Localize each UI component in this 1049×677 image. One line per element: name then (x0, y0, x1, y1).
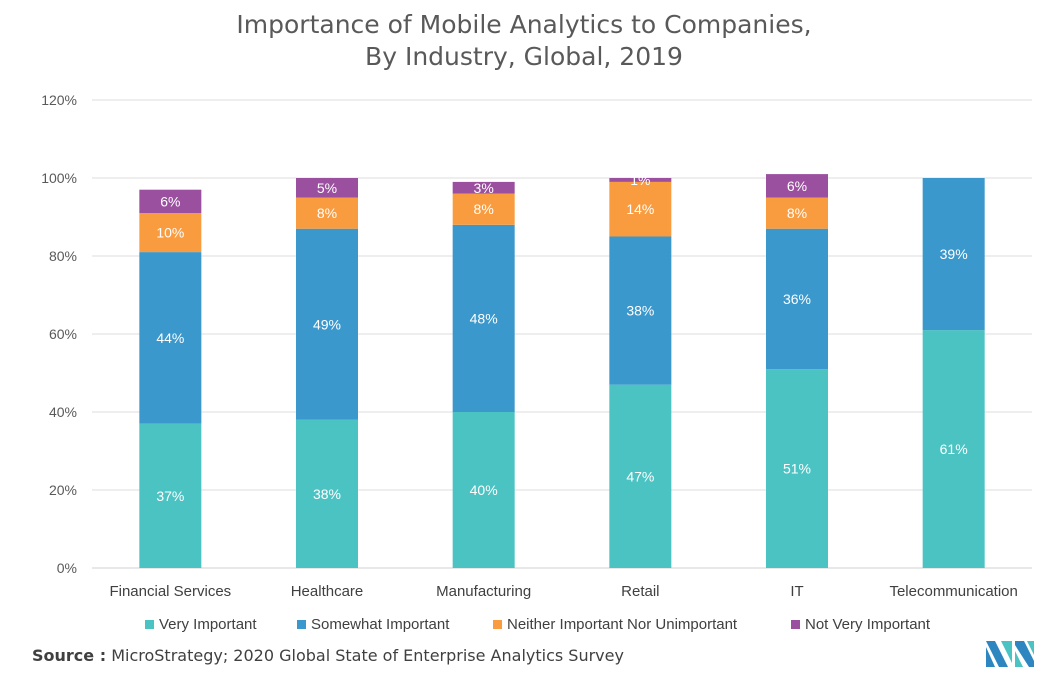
legend-label: Very Important (159, 616, 257, 633)
x-tick-label: Healthcare (291, 583, 364, 600)
bar-segment (766, 228, 828, 370)
data-label: 10% (156, 225, 184, 241)
data-label: 38% (626, 303, 654, 319)
chart-title-line-1: Importance of Mobile Analytics to Compan… (236, 10, 811, 39)
data-label: 14% (626, 201, 654, 217)
data-label: 8% (474, 201, 494, 217)
y-tick-label: 0% (57, 560, 77, 576)
data-label: 47% (626, 468, 654, 484)
bar-segment (296, 197, 358, 229)
source-label: Source : (32, 646, 106, 665)
bar-segment (139, 213, 202, 253)
y-tick-label: 40% (49, 404, 77, 420)
data-label: 6% (787, 178, 807, 194)
bar-segment (452, 224, 515, 412)
source-note: Source : MicroStrategy; 2020 Global Stat… (32, 646, 624, 665)
bar-segment (452, 181, 515, 194)
y-tick-label: 100% (41, 170, 77, 186)
y-axis: 0% 20% 40% 60% 80% 100% 120% (41, 92, 77, 576)
gridlines (92, 99, 1032, 569)
y-tick-label: 80% (49, 248, 77, 264)
bar-segment (452, 412, 515, 568)
bar-segment (139, 423, 202, 568)
bar-segment (609, 384, 672, 568)
data-label: 5% (317, 180, 337, 196)
bar-segment (452, 193, 515, 225)
x-tick-label: Telecommunication (889, 583, 1017, 600)
data-label: 48% (470, 310, 498, 326)
data-label: 40% (470, 482, 498, 498)
legend-label: Not Very Important (805, 616, 931, 633)
legend: Very Important Somewhat Important Neither … (145, 616, 931, 633)
data-label: 44% (156, 330, 184, 346)
bar-segment (766, 174, 828, 198)
legend-label: Somewhat Important (311, 616, 450, 633)
data-label: 39% (940, 246, 968, 262)
bar-segment (139, 189, 202, 214)
bar-segment (766, 369, 828, 568)
data-label: 8% (787, 205, 807, 221)
bar-segment (296, 419, 358, 568)
data-label: 36% (783, 291, 811, 307)
legend-swatch (493, 620, 502, 629)
x-tick-label: Financial Services (109, 583, 231, 600)
data-label: 49% (313, 316, 341, 332)
bar-segment (609, 178, 672, 182)
bar-segment (609, 181, 672, 237)
data-label: 51% (783, 461, 811, 477)
data-label: 3% (474, 180, 494, 196)
x-tick-label: Retail (621, 583, 659, 600)
y-tick-label: 20% (49, 482, 77, 498)
mordor-intelligence-logo (986, 641, 1034, 667)
chart-title-line-2: By Industry, Global, 2019 (365, 42, 683, 71)
y-tick-label: 60% (49, 326, 77, 342)
data-label: 61% (940, 441, 968, 457)
bars: 37% 44% 10% 6% 38% 49% 8% 5% 40% 48% 8% 3% 47% 38% 14%… (139, 172, 985, 568)
bar-segment (609, 236, 672, 385)
data-label: 38% (313, 486, 341, 502)
x-tick-label: IT (790, 583, 803, 600)
data-label: 1% (630, 172, 650, 188)
bar-segment (296, 228, 358, 420)
bar-segment (922, 178, 985, 331)
legend-swatch (791, 620, 800, 629)
data-label: 37% (156, 488, 184, 504)
x-tick-label: Manufacturing (436, 583, 531, 600)
y-tick-label: 120% (41, 92, 77, 108)
legend-swatch (297, 620, 306, 629)
x-axis: Financial Services Healthcare Manufacturin… (109, 583, 1017, 600)
bar-segment (296, 178, 358, 198)
data-label: 8% (317, 205, 337, 221)
bar-segment (922, 330, 985, 568)
source-text: MicroStrategy; 2020 Global State of Ente… (106, 646, 624, 665)
bar-segment (766, 197, 828, 229)
legend-label: Neither Important Nor Unimportant (507, 616, 738, 633)
data-label: 6% (160, 193, 180, 209)
bar-segment (139, 252, 202, 424)
legend-swatch (145, 620, 154, 629)
